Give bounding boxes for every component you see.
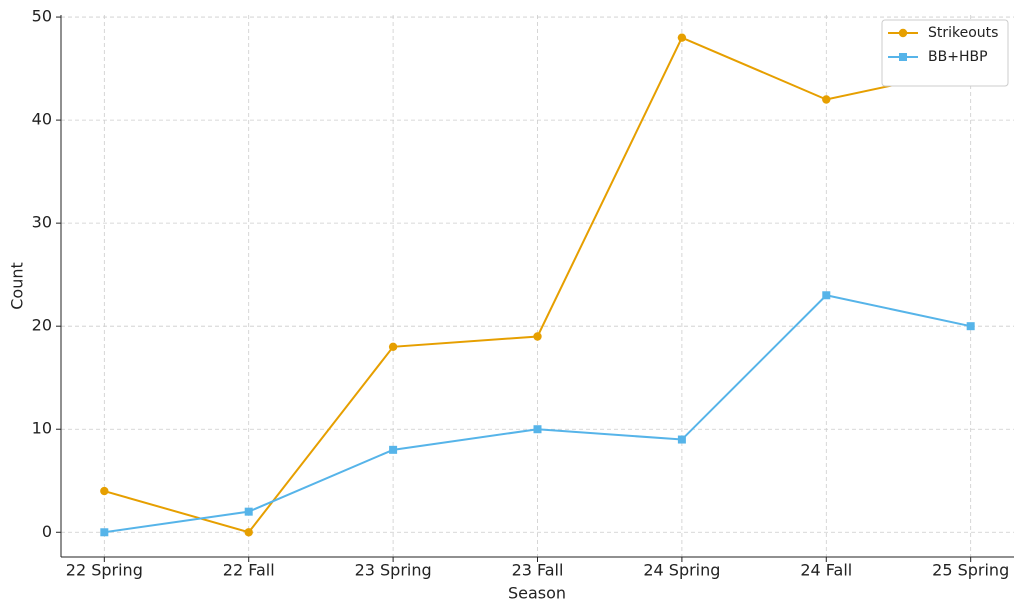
point — [244, 528, 253, 537]
legend-label: BB+HBP — [928, 49, 988, 65]
point — [100, 486, 109, 496]
legend: Strikeouts BB+HBP — [881, 19, 1009, 87]
y-tick-label: 50 — [32, 7, 52, 26]
y-tick-label: 40 — [32, 110, 52, 129]
y-axis-label: Count — [8, 262, 27, 310]
y-tick-label: 0 — [42, 522, 52, 541]
x-tick-label: 23 Fall — [512, 561, 564, 580]
legend-marker — [899, 53, 907, 61]
x-tick-label: 22 Fall — [223, 561, 275, 580]
legend-box — [881, 19, 1009, 87]
point — [388, 342, 398, 351]
x-tick-label: 22 Spring — [66, 561, 143, 580]
x-tick-label: 23 Spring — [355, 561, 432, 580]
x-tick-label: 24 Spring — [643, 561, 720, 580]
point — [677, 33, 687, 42]
point — [244, 507, 253, 516]
x-tick-label: 24 Fall — [800, 561, 852, 580]
y-tick-label: 20 — [32, 316, 52, 335]
point — [822, 291, 831, 300]
legend-marker — [898, 28, 908, 38]
point — [677, 435, 686, 444]
x-tick-label: 25 Spring — [932, 561, 1009, 580]
point — [966, 322, 975, 331]
y-tick-label: 10 — [32, 419, 52, 438]
legend-label: Strikeouts — [928, 25, 998, 41]
point — [533, 332, 542, 341]
x-axis-label: Season — [508, 584, 566, 603]
point — [822, 95, 831, 104]
y-tick-label: 30 — [32, 213, 52, 232]
point — [533, 425, 542, 434]
point — [389, 445, 398, 454]
point — [100, 528, 109, 537]
